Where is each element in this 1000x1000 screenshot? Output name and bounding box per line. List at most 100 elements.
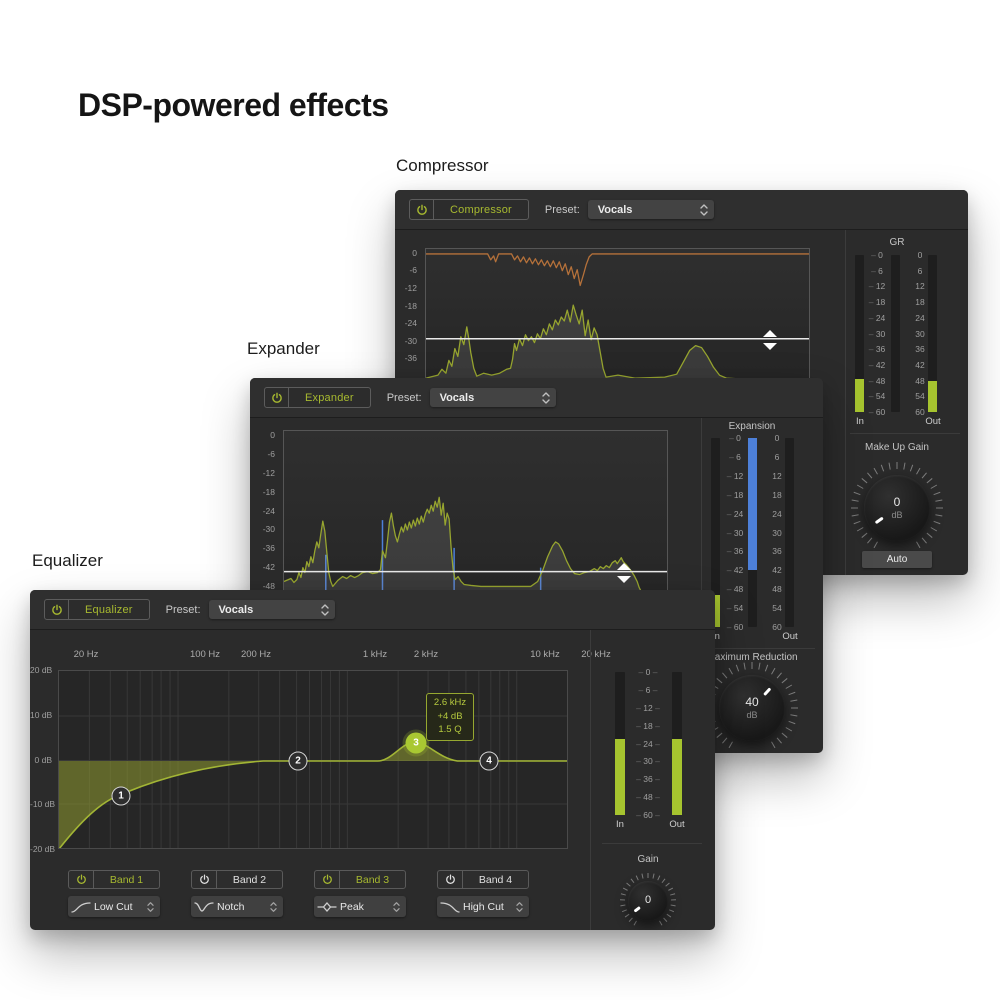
out-meter-label: Out: [782, 631, 798, 642]
tooltip-frequency: 2.6 kHz: [433, 697, 467, 709]
select-chevrons-icon: [320, 603, 329, 617]
equalizer-caption: Equalizer: [32, 551, 103, 570]
preset-label: Preset:: [165, 603, 201, 616]
compressor-caption: Compressor: [396, 156, 489, 175]
select-chevrons-icon: [541, 391, 550, 405]
eq-db-axis: 20 dB 10 dB 0 dB -10 dB -20 dB: [30, 665, 56, 854]
highcut-filter-icon: [437, 901, 463, 913]
output-meter: [785, 438, 794, 627]
input-meter: [711, 438, 720, 627]
expander-caption: Expander: [247, 339, 320, 358]
out-meter-label: Out: [669, 819, 685, 830]
peak-filter-icon: [314, 901, 340, 913]
power-icon[interactable]: [265, 388, 289, 407]
equalizer-preset-select[interactable]: Vocals: [208, 600, 335, 619]
expander-enable-button[interactable]: Expander: [264, 387, 371, 408]
select-chevrons-icon: [393, 901, 400, 913]
band4-type: High Cut: [463, 900, 504, 913]
section-divider: [845, 230, 846, 575]
compressor-db-axis: 0 -6 -12 -18 -24 -30 -36: [404, 248, 417, 363]
eq-node-3[interactable]: 3: [405, 732, 427, 754]
knob-indicator: [874, 516, 884, 525]
band3-enable-button[interactable]: Band 3: [314, 870, 406, 889]
band4-type-select[interactable]: High Cut: [437, 896, 529, 917]
expander-header: Expander Preset: Vocals: [250, 378, 823, 418]
out-meter-label: Out: [925, 416, 941, 427]
band2-type-select[interactable]: Notch: [191, 896, 283, 917]
makeup-gain-knob[interactable]: 0 dB: [847, 458, 947, 558]
equalizer-enable-button[interactable]: Equalizer: [44, 599, 150, 620]
eq-node-4[interactable]: 4: [479, 751, 499, 771]
band1-label: Band 1: [109, 873, 144, 886]
divider: [602, 843, 702, 844]
in-meter-label: In: [856, 416, 864, 427]
band2-enable-button[interactable]: Band 2: [191, 870, 283, 889]
makeup-gain-label: Make Up Gain: [865, 442, 929, 453]
section-divider: [590, 630, 591, 930]
compressor-preset-select[interactable]: Vocals: [587, 200, 714, 219]
lowcut-filter-icon: [68, 901, 94, 913]
power-icon[interactable]: [315, 871, 340, 888]
preset-value: Vocals: [597, 203, 633, 216]
expander-threshold-handle[interactable]: [617, 563, 631, 583]
band1-type-select[interactable]: Low Cut: [68, 896, 160, 917]
eq-gain-knob[interactable]: 0: [618, 871, 678, 930]
band4-label: Band 4: [478, 873, 513, 886]
input-meter: [615, 672, 625, 815]
eq-node-1[interactable]: 1: [111, 786, 131, 806]
eq-node-2[interactable]: 2: [288, 751, 308, 771]
maximum-reduction-label: Maximum Reduction: [706, 652, 798, 663]
in-meter-label: In: [712, 631, 720, 642]
maximum-reduction-unit: dB: [746, 709, 758, 720]
divider: [850, 433, 960, 434]
power-icon[interactable]: [45, 600, 69, 619]
input-meter: [855, 255, 864, 412]
eq-frequency-axis: 20 Hz 100 Hz 200 Hz 1 kHz 2 kHz 10 kHz 20 kHz: [73, 649, 611, 660]
expander-preset-select[interactable]: Vocals: [429, 388, 556, 407]
equalizer-title: Equalizer: [85, 603, 133, 616]
band4-enable-button[interactable]: Band 4: [437, 870, 529, 889]
page-title: DSP-powered effects: [78, 87, 389, 124]
preset-label: Preset:: [544, 203, 580, 216]
eq-gain-value: 0: [644, 894, 652, 907]
gr-meter-title: GR: [889, 237, 905, 248]
band1-type: Low Cut: [94, 900, 133, 913]
auto-button[interactable]: Auto: [862, 551, 932, 568]
expansion-meter-title: Expansion: [728, 421, 776, 432]
band3-label: Band 3: [355, 873, 390, 886]
maximum-reduction-knob[interactable]: 40 dB: [702, 658, 802, 753]
power-icon[interactable]: [69, 871, 94, 888]
preset-value: Vocals: [439, 391, 475, 404]
equalizer-panel: Equalizer Preset: Vocals 20 Hz 100 Hz 200 …: [30, 590, 715, 930]
select-chevrons-icon: [516, 901, 523, 913]
preset-label: Preset:: [386, 391, 422, 404]
compressor-title: Compressor: [450, 203, 512, 216]
tooltip-gain: +4 dB: [437, 710, 463, 722]
eq-band-nodes[interactable]: 1 2 3 4: [59, 671, 567, 848]
divider: [705, 648, 815, 649]
select-chevrons-icon: [147, 901, 154, 913]
compressor-enable-button[interactable]: Compressor: [409, 199, 529, 220]
power-icon[interactable]: [410, 200, 434, 219]
power-icon[interactable]: [192, 871, 217, 888]
equalizer-header: Equalizer Preset: Vocals: [30, 590, 715, 630]
band1-enable-button[interactable]: Band 1: [68, 870, 160, 889]
preset-value: Vocals: [218, 603, 254, 616]
gain-label: Gain: [637, 854, 659, 865]
band3-type: Peak: [340, 900, 364, 913]
expansion-meter: [748, 438, 757, 627]
knob-indicator: [763, 687, 771, 696]
power-icon[interactable]: [438, 871, 463, 888]
compressor-graph[interactable]: [425, 248, 810, 388]
makeup-gain-value: 0: [893, 494, 901, 509]
compressor-header: Compressor Preset: Vocals: [395, 190, 968, 230]
meter-scale: 0612182430364860: [630, 667, 666, 820]
knob-indicator: [633, 906, 641, 913]
compressor-threshold-handle[interactable]: [763, 330, 777, 350]
select-chevrons-icon: [700, 203, 708, 217]
band3-type-select[interactable]: Peak: [314, 896, 406, 917]
makeup-gain-unit: dB: [891, 509, 903, 520]
eq-graph[interactable]: 1 2 3 4 2.6 kHz +4 dB 1.5 Q: [58, 670, 568, 849]
